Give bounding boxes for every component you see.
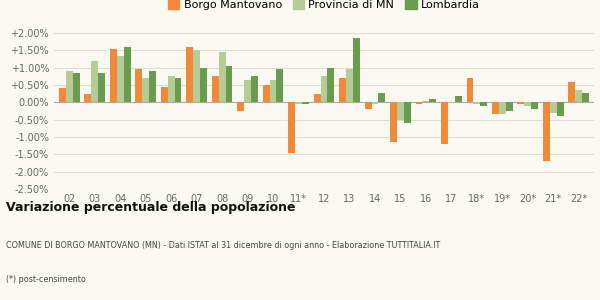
Bar — [288, 102, 295, 153]
Bar — [212, 76, 218, 102]
Bar — [314, 94, 320, 102]
Bar — [193, 50, 200, 102]
Bar — [136, 69, 142, 102]
Text: COMUNE DI BORGO MANTOVANO (MN) - Dati ISTAT al 31 dicembre di ogni anno - Elabor: COMUNE DI BORGO MANTOVANO (MN) - Dati IS… — [6, 241, 440, 250]
Bar — [295, 102, 302, 104]
Bar — [98, 73, 105, 102]
Bar — [251, 76, 258, 102]
Bar — [492, 102, 499, 115]
Bar — [441, 102, 448, 144]
Bar — [550, 102, 557, 113]
Bar — [531, 102, 538, 109]
Bar — [575, 90, 582, 102]
Bar — [467, 78, 473, 102]
Bar — [390, 102, 397, 142]
Bar — [124, 47, 131, 102]
Bar — [379, 93, 385, 102]
Bar — [59, 88, 66, 102]
Bar — [149, 71, 156, 102]
Bar — [499, 102, 506, 115]
Bar — [175, 78, 181, 102]
Bar — [339, 78, 346, 102]
Bar — [117, 56, 124, 102]
Bar — [397, 102, 404, 120]
Bar — [430, 99, 436, 102]
Bar — [244, 80, 251, 102]
Bar — [200, 68, 207, 102]
Bar — [187, 47, 193, 102]
Bar — [473, 102, 480, 104]
Bar — [66, 71, 73, 102]
Legend: Borgo Mantovano, Provincia di MN, Lombardia: Borgo Mantovano, Provincia di MN, Lombar… — [164, 0, 484, 14]
Bar — [480, 102, 487, 106]
Bar — [168, 76, 175, 102]
Bar — [91, 61, 98, 102]
Bar — [346, 69, 353, 102]
Bar — [365, 102, 371, 109]
Bar — [161, 87, 168, 102]
Bar — [73, 73, 80, 102]
Bar — [524, 102, 531, 106]
Bar — [269, 80, 277, 102]
Bar — [506, 102, 512, 111]
Bar — [85, 94, 91, 102]
Bar — [263, 85, 269, 102]
Bar — [416, 102, 422, 104]
Bar — [543, 102, 550, 161]
Bar — [455, 96, 461, 102]
Bar — [371, 102, 379, 104]
Bar — [226, 66, 232, 102]
Text: Variazione percentuale della popolazione: Variazione percentuale della popolazione — [6, 202, 296, 214]
Bar — [320, 76, 328, 102]
Bar — [517, 102, 524, 104]
Bar — [582, 93, 589, 102]
Text: (*) post-censimento: (*) post-censimento — [6, 275, 86, 284]
Bar — [142, 78, 149, 102]
Bar — [568, 82, 575, 102]
Bar — [218, 52, 226, 102]
Bar — [328, 68, 334, 102]
Bar — [353, 38, 360, 102]
Bar — [302, 102, 309, 104]
Bar — [404, 102, 411, 123]
Bar — [422, 100, 430, 102]
Bar — [277, 69, 283, 102]
Bar — [557, 102, 563, 116]
Bar — [110, 49, 117, 102]
Bar — [448, 102, 455, 103]
Bar — [237, 102, 244, 111]
